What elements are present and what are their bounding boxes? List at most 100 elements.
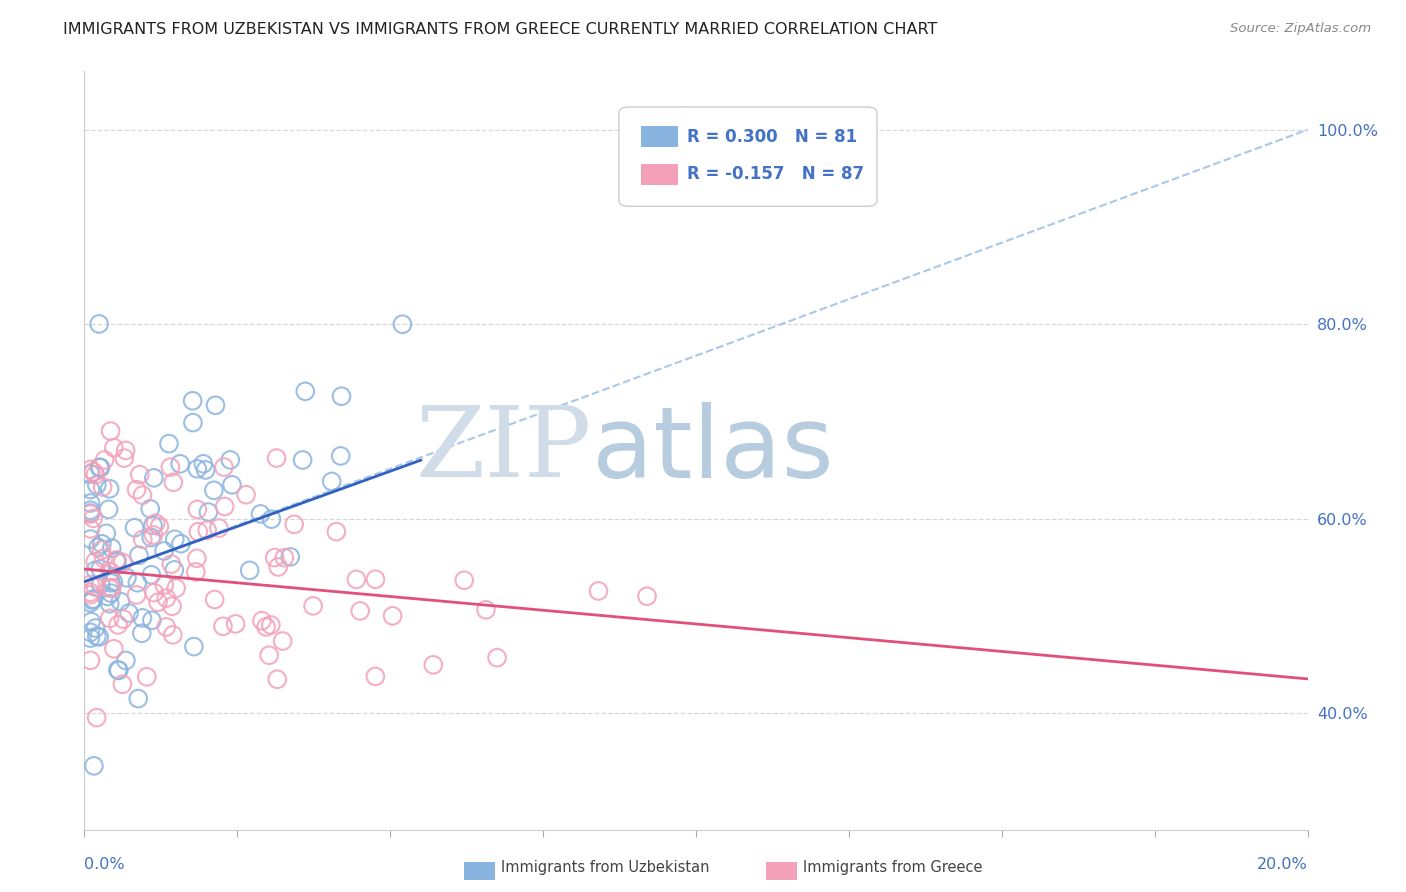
Point [212,619,235,633]
FancyBboxPatch shape [619,107,877,206]
Point [325,524,347,539]
Point [97,502,120,516]
Point [98,597,121,611]
Point [115,653,138,667]
Point [302,599,325,613]
Point [141,613,163,627]
Point [103,441,125,455]
Point [100,424,122,438]
Point [79,596,101,610]
Point [273,550,295,565]
Point [79,653,101,667]
Point [257,648,280,663]
Text: 20.0%: 20.0% [1257,857,1308,871]
Point [128,467,150,482]
Point [187,524,209,539]
Point [155,591,177,605]
Point [79,577,101,591]
Point [165,581,187,595]
Point [186,551,208,566]
Point [260,512,283,526]
Point [162,628,184,642]
Point [364,669,387,683]
Point [197,505,219,519]
Point [183,640,205,654]
Text: Source: ZipAtlas.com: Source: ZipAtlas.com [1230,22,1371,36]
Point [89,630,111,644]
Point [79,506,101,520]
Point [193,457,215,471]
Point [163,563,186,577]
Point [271,634,294,648]
Point [453,574,475,588]
Point [157,436,180,450]
Point [214,500,236,514]
Point [79,467,101,481]
Point [235,488,257,502]
Point [330,389,353,403]
Point [135,670,157,684]
Point [139,501,162,516]
Point [79,496,101,510]
Point [636,589,658,603]
Point [475,603,498,617]
Point [141,567,163,582]
Point [266,451,288,466]
Point [141,531,163,545]
Point [143,585,166,599]
Point [100,565,122,579]
Point [80,593,103,607]
Point [391,318,413,332]
Point [321,475,343,489]
Point [114,443,136,458]
Point [349,604,371,618]
Point [267,560,290,574]
Point [87,317,110,331]
Point [249,507,271,521]
Point [260,618,283,632]
Point [162,475,184,490]
Point [87,541,110,555]
Point [219,453,242,467]
Point [84,621,107,635]
Point [91,480,114,494]
Point [169,457,191,471]
Point [103,574,125,589]
Point [90,577,112,591]
Point [124,521,146,535]
Point [79,631,101,645]
Point [239,563,262,577]
Point [100,575,122,590]
Point [98,611,121,625]
Point [112,612,135,626]
Point [84,563,107,577]
Point [127,575,149,590]
Point [79,585,101,599]
Text: atlas: atlas [592,402,834,499]
Point [79,507,101,521]
Point [153,544,176,558]
Point [90,543,112,558]
Point [82,465,104,479]
Point [283,517,305,532]
Point [170,537,193,551]
Text: Immigrants from Uzbekistan: Immigrants from Uzbekistan [501,860,709,874]
Point [118,606,141,620]
Point [181,416,204,430]
Point [208,521,231,535]
Point [131,626,153,640]
Point [97,590,120,604]
Text: R = -0.157   N = 87: R = -0.157 N = 87 [688,166,865,184]
Text: 0.0%: 0.0% [84,857,125,871]
Point [194,463,217,477]
Point [125,483,148,497]
Point [329,449,352,463]
Point [142,518,165,533]
Point [254,620,277,634]
Point [110,594,132,608]
Point [381,608,404,623]
Point [80,615,103,629]
Point [98,581,121,595]
Point [105,554,128,568]
Point [142,528,165,542]
